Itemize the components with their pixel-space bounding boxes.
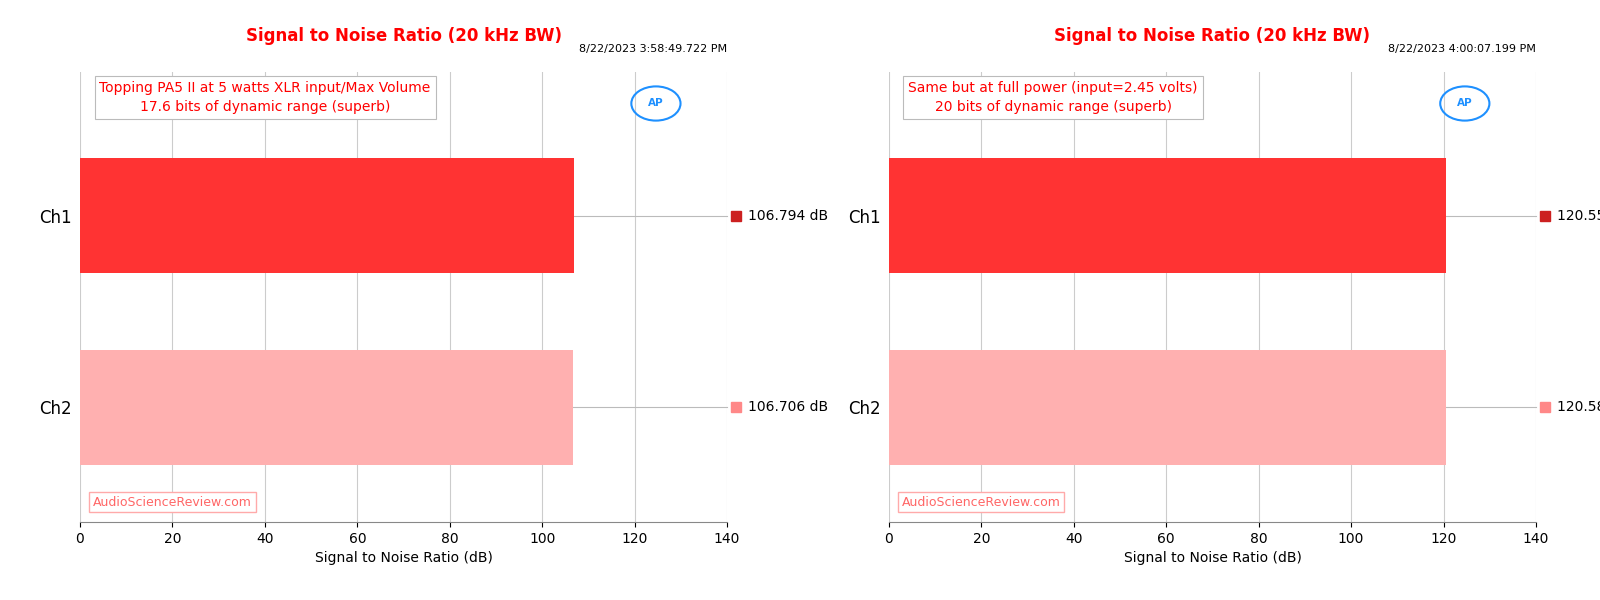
Text: AudioScienceReview.com: AudioScienceReview.com bbox=[902, 496, 1061, 509]
X-axis label: Signal to Noise Ratio (dB): Signal to Noise Ratio (dB) bbox=[1123, 551, 1301, 565]
Text: AudioScienceReview.com: AudioScienceReview.com bbox=[93, 496, 251, 509]
Text: AP: AP bbox=[648, 98, 664, 109]
Title: Signal to Noise Ratio (20 kHz BW): Signal to Noise Ratio (20 kHz BW) bbox=[245, 28, 562, 46]
Title: Signal to Noise Ratio (20 kHz BW): Signal to Noise Ratio (20 kHz BW) bbox=[1054, 28, 1371, 46]
Text: 120.580 dB: 120.580 dB bbox=[1557, 400, 1600, 414]
Bar bbox=[80, 350, 573, 464]
Text: 8/22/2023 4:00:07.199 PM: 8/22/2023 4:00:07.199 PM bbox=[1389, 44, 1536, 54]
Text: 106.794 dB: 106.794 dB bbox=[747, 209, 829, 223]
Bar bbox=[80, 158, 574, 273]
Text: Topping PA5 II at 5 watts XLR input/Max Volume
17.6 bits of dynamic range (super: Topping PA5 II at 5 watts XLR input/Max … bbox=[99, 81, 430, 115]
Text: 106.706 dB: 106.706 dB bbox=[747, 400, 829, 414]
Text: Same but at full power (input=2.45 volts)
20 bits of dynamic range (superb): Same but at full power (input=2.45 volts… bbox=[909, 81, 1198, 115]
Text: 120.558 dB: 120.558 dB bbox=[1557, 209, 1600, 223]
Bar bbox=[890, 158, 1446, 273]
Text: AP: AP bbox=[1458, 98, 1472, 109]
Bar bbox=[890, 350, 1446, 464]
Text: 8/22/2023 3:58:49.722 PM: 8/22/2023 3:58:49.722 PM bbox=[579, 44, 726, 54]
X-axis label: Signal to Noise Ratio (dB): Signal to Noise Ratio (dB) bbox=[315, 551, 493, 565]
